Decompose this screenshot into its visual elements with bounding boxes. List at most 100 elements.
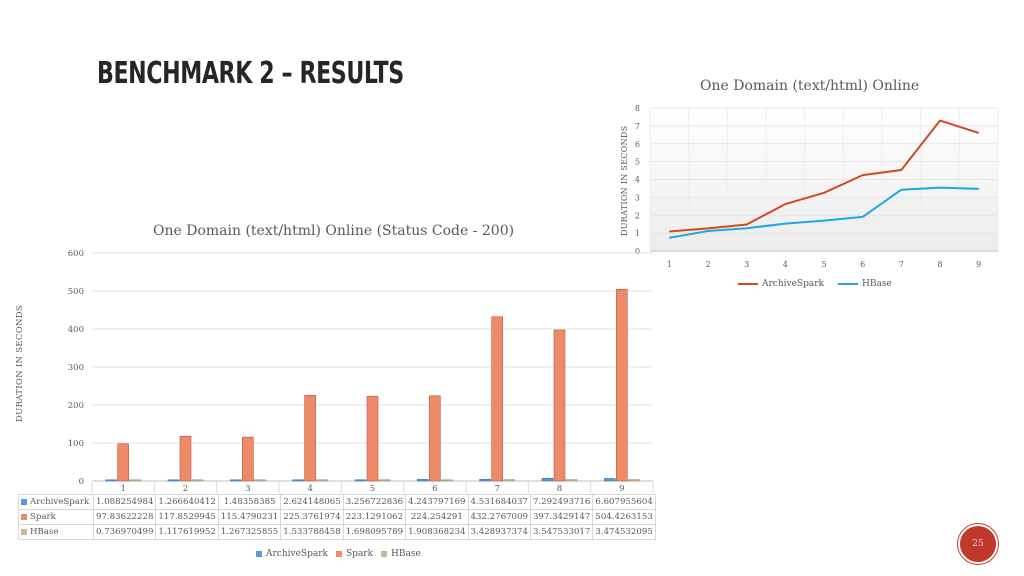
table-cell: 1.533788458 <box>280 524 344 540</box>
table-cell: 1.698095789 <box>342 524 407 540</box>
table-cell: 4.531684037 <box>467 494 531 510</box>
bar-hbase <box>503 479 515 482</box>
table-cell: 224.254291 <box>405 509 469 525</box>
line-plot-area <box>650 108 998 251</box>
bar-archivespark <box>541 477 554 482</box>
table-cell: 1.48358385 <box>217 494 282 510</box>
table-cell: 1.267325855 <box>217 524 282 540</box>
legend-label-spark: Spark <box>345 549 374 559</box>
table-cell: 3.428937374 <box>467 524 531 540</box>
table-row-spark: Spark 97.83622228 117.8529945 115.479023… <box>18 509 656 525</box>
bar-y-tick-label: 200 <box>68 401 84 411</box>
line-y-tick-label: 3 <box>635 193 640 202</box>
legend-swatch-hbase <box>837 283 858 285</box>
table-cell: 6.607955604 <box>592 494 656 510</box>
bar-hbase <box>129 479 141 482</box>
bar-spark <box>117 443 129 482</box>
bar-spark <box>304 395 316 482</box>
line-y-tick-label: 7 <box>635 122 640 131</box>
bar-archivespark <box>105 479 117 482</box>
bar-spark <box>429 395 441 482</box>
line-x-tick-label: 7 <box>899 260 904 269</box>
table-cell: 3.547533017 <box>529 524 594 540</box>
table-row-archivespark: ArchiveSpark 1.088254984 1.266640412 1.4… <box>18 494 656 510</box>
bar-spark <box>179 435 192 482</box>
bar-hbase <box>565 479 578 482</box>
line-series-hbase <box>669 186 979 239</box>
bar-hbase <box>254 479 266 482</box>
page-number-badge: 25 <box>958 524 998 564</box>
line-x-tick-label: 9 <box>976 260 981 269</box>
legend-swatch-archivespark <box>256 551 262 557</box>
legend-swatch-archivespark <box>738 283 758 285</box>
table-cell: 4.243797169 <box>405 494 469 510</box>
table-cell: 117.8529945 <box>155 509 219 525</box>
bar-x-tick-label: 2 <box>183 484 188 494</box>
bar-y-tick-label: 600 <box>68 249 84 259</box>
legend-swatch-hbase <box>381 551 388 557</box>
bar-y-tick-label: 0 <box>79 477 84 487</box>
bar-spark <box>366 395 379 482</box>
legend-label-hbase: HBase <box>861 279 892 289</box>
line-x-tick-label: 3 <box>744 260 749 269</box>
bar-archivespark <box>479 478 491 482</box>
line-x-tick-label: 5 <box>821 260 826 269</box>
legend-item-archivespark: ArchiveSpark <box>256 549 328 559</box>
legend-item-hbase: HBase <box>381 549 421 559</box>
line-series-archivespark <box>669 119 980 233</box>
line-y-tick-label: 8 <box>635 104 640 113</box>
line-x-tick-label: 2 <box>705 260 710 269</box>
table-cell: 7.292493716 <box>529 494 594 510</box>
table-cell: 1.908368234 <box>405 524 469 540</box>
legend-swatch-spark <box>335 551 342 557</box>
bar-hbase <box>191 479 204 482</box>
table-cell: 1.266640412 <box>155 494 219 510</box>
table-cell: 0.736970499 <box>92 524 157 540</box>
table-series-label: ArchiveSpark <box>18 494 94 510</box>
bar-chart-ylabel: DURATION IN SECONDS <box>15 305 25 422</box>
bar-chart-data-table: ArchiveSpark 1.088254984 1.266640412 1.4… <box>18 494 656 540</box>
line-y-tick-label: 2 <box>635 211 640 220</box>
table-cell: 3.256722836 <box>342 494 407 510</box>
table-cell: 1.088254984 <box>92 494 157 510</box>
line-y-tick-label: 6 <box>635 140 640 149</box>
bar-spark <box>616 289 628 482</box>
table-cell: 504.4263153 <box>592 509 656 525</box>
table-cell: 397.3429147 <box>529 509 594 525</box>
bar-archivespark <box>167 479 180 482</box>
table-cell: 2.624148065 <box>280 494 344 510</box>
bar-x-tick-label: 9 <box>619 484 624 494</box>
table-cell: 223.1291062 <box>342 509 407 525</box>
line-x-tick-label: 1 <box>667 260 672 269</box>
bar-archivespark <box>354 479 367 482</box>
bar-hbase <box>628 479 640 482</box>
line-x-tick-label: 6 <box>860 260 865 269</box>
bar-spark <box>242 436 254 482</box>
table-cell: 3.474532095 <box>592 524 656 540</box>
slide-title: BENCHMARK 2 – RESULTS <box>97 56 404 91</box>
bar-x-tick-label: 5 <box>370 484 375 494</box>
table-row-hbase: HBase 0.736970499 1.117619952 1.26732585… <box>18 524 656 540</box>
bar-x-tick-label: 7 <box>494 484 499 494</box>
bar-hbase <box>316 479 328 482</box>
bar-y-tick-label: 300 <box>68 363 84 373</box>
bar-spark <box>491 316 503 482</box>
legend-item-spark: Spark <box>335 549 374 559</box>
table-cell: 115.4790231 <box>217 509 282 525</box>
line-x-tick-label: 8 <box>937 260 942 269</box>
table-cell: 432.2767009 <box>467 509 531 525</box>
bar-x-tick-label: 8 <box>557 484 562 494</box>
table-series-label: HBase <box>18 524 94 540</box>
table-cell: 97.83622228 <box>92 509 157 525</box>
bar-archivespark <box>417 479 429 482</box>
legend-label-hbase: HBase <box>391 549 421 559</box>
bar-hbase <box>441 479 453 482</box>
legend-item-archivespark: ArchiveSpark <box>738 279 824 289</box>
legend-item-hbase: HBase <box>837 279 892 289</box>
line-chart-title: One Domain (text/html) Online <box>700 78 920 94</box>
bar-spark <box>553 329 566 482</box>
bar-x-tick-label: 1 <box>120 484 125 494</box>
bar-y-tick-label: 500 <box>68 287 84 297</box>
bar-archivespark <box>604 478 616 482</box>
table-series-label: Spark <box>18 509 94 525</box>
